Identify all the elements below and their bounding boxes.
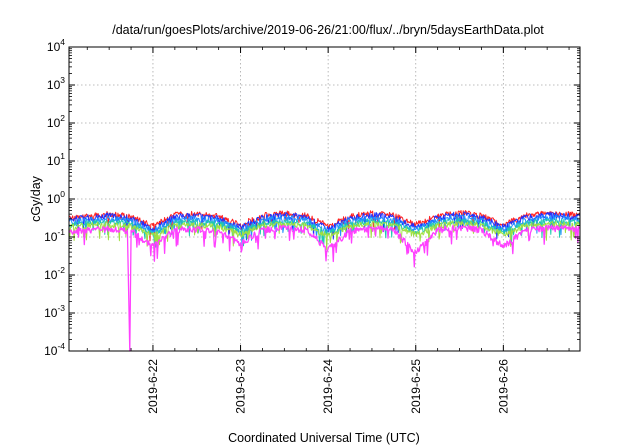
y-tick-label-exponent: 1 [60,151,65,161]
series-line-3 [68,214,581,247]
y-tick-label-exponent: -3 [57,303,65,313]
y-tick-label: 103 [47,75,65,92]
y-tick-label-base: 10 [47,40,61,54]
series-line-6 [68,224,581,352]
series-layer [68,210,581,352]
y-tick-label: 10-1 [44,227,65,244]
y-tick-label-base: 10 [47,192,61,206]
chart-title: /data/run/goesPlots/archive/2019-06-26/2… [112,23,544,37]
y-tick-label-base: 10 [44,306,58,320]
y-tick-label: 10-3 [44,303,65,320]
x-tick-label: 2019-6-24 [321,359,335,414]
y-tick-label-base: 10 [47,116,61,130]
x-tick-label: 2019-6-23 [234,359,248,414]
y-tick-label-base: 10 [44,230,58,244]
y-tick-label-exponent: 4 [60,37,65,47]
x-tick-label: 2019-6-26 [496,359,510,414]
y-tick-label-base: 10 [47,154,61,168]
y-tick-label-base: 10 [44,344,58,358]
y-tick-label: 104 [47,37,65,54]
y-tick-label-exponent: 3 [60,75,65,85]
y-tick-label: 10-4 [44,341,65,358]
y-tick-label: 101 [47,151,65,168]
y-tick-label-base: 10 [44,268,58,282]
y-axis-label: cGy/day [29,175,43,222]
y-tick-label-exponent: -2 [57,265,65,275]
y-tick-label-exponent: 2 [60,113,65,123]
x-axis-label: Coordinated Universal Time (UTC) [228,431,420,445]
x-ticks: 2019-6-22 2019-6-23 2019-6-24 2019-6-25 2019… [86,47,570,414]
y-tick-label-exponent: -1 [57,227,65,237]
y-tick-label: 10-2 [44,265,65,282]
series-line-5 [68,220,581,251]
y-tick-label: 102 [47,113,65,130]
y-tick-label: 100 [47,189,65,206]
y-tick-label-exponent: 0 [60,189,65,199]
y-tick-label-base: 10 [47,78,61,92]
y-tick-label-exponent: -4 [57,341,65,351]
x-tick-label: 2019-6-25 [409,359,423,414]
x-tick-label: 2019-6-22 [146,359,160,414]
